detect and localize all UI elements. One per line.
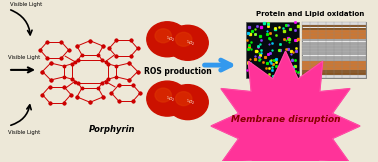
Text: Protein and Lipid oxidation: Protein and Lipid oxidation xyxy=(256,11,364,17)
Text: Membrane disruption: Membrane disruption xyxy=(231,115,340,124)
Bar xyxy=(302,39,366,41)
Text: ROS production: ROS production xyxy=(144,67,211,76)
Bar xyxy=(302,25,366,27)
Bar xyxy=(302,53,366,55)
Bar xyxy=(302,22,366,78)
Text: $^1O_2$: $^1O_2$ xyxy=(166,34,175,44)
Bar xyxy=(302,70,366,72)
Ellipse shape xyxy=(167,25,208,60)
Bar xyxy=(302,67,366,69)
Text: $^1O_2$: $^1O_2$ xyxy=(186,97,195,107)
Text: Visible Light: Visible Light xyxy=(8,55,40,60)
Bar xyxy=(302,75,366,78)
Bar xyxy=(302,42,366,44)
Bar xyxy=(302,36,366,39)
Ellipse shape xyxy=(147,22,188,57)
Ellipse shape xyxy=(167,85,208,120)
Bar xyxy=(302,47,366,50)
Polygon shape xyxy=(211,51,360,162)
Ellipse shape xyxy=(175,92,192,106)
Text: $^1O_2$: $^1O_2$ xyxy=(166,94,175,104)
Bar xyxy=(302,44,366,47)
Bar xyxy=(302,33,366,36)
Ellipse shape xyxy=(155,88,171,102)
Bar xyxy=(302,64,366,67)
Ellipse shape xyxy=(175,32,192,46)
Ellipse shape xyxy=(155,29,171,43)
Bar xyxy=(302,72,366,75)
Bar xyxy=(302,56,366,58)
Text: Visible Light: Visible Light xyxy=(10,2,42,7)
Bar xyxy=(302,28,366,30)
Bar xyxy=(302,61,366,64)
Text: Porphyrin: Porphyrin xyxy=(89,125,136,134)
Bar xyxy=(246,22,299,78)
Bar xyxy=(302,58,366,61)
Bar xyxy=(302,22,366,25)
Text: Visible Light: Visible Light xyxy=(8,130,40,135)
Bar xyxy=(302,50,366,53)
Text: $^1O_2$: $^1O_2$ xyxy=(186,38,195,48)
Ellipse shape xyxy=(147,81,188,116)
Bar xyxy=(302,30,366,33)
